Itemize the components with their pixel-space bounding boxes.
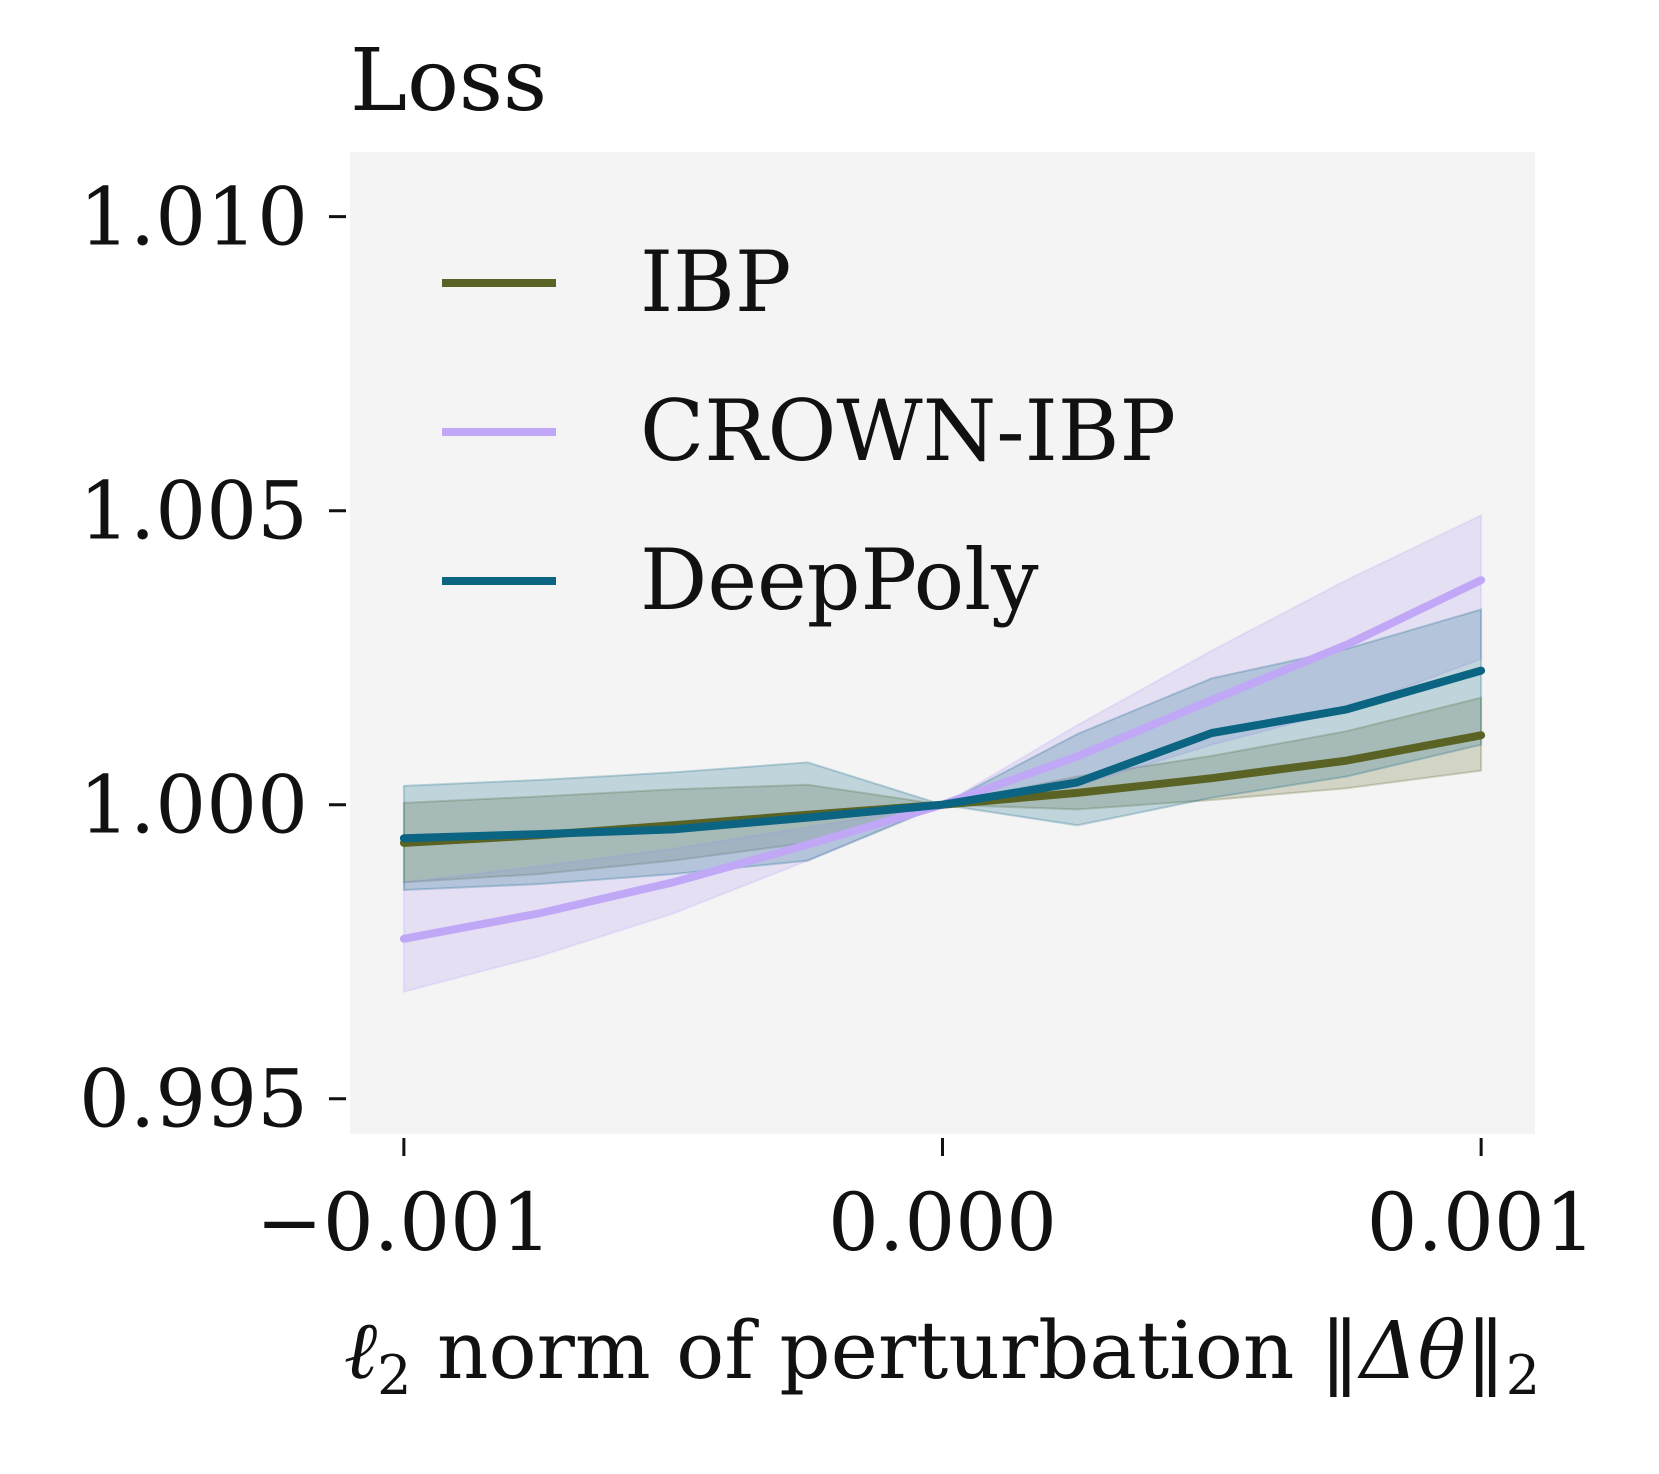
plot-area [350, 152, 1535, 1134]
x-axis: −0.001 0.000 0.001 [256, 1138, 1596, 1269]
x-label-ell: ℓ [344, 1304, 377, 1397]
x-label-text: norm of perturbation [412, 1304, 1320, 1397]
x-label-norm-close: ‖ [1466, 1304, 1506, 1397]
x-label-norm-sub: 2 [1506, 1344, 1540, 1407]
line-deeppoly [399, 666, 1486, 843]
legend-label-ibp: IBP [640, 233, 791, 331]
x-tick-label: −0.001 [256, 1176, 552, 1269]
y-tick-label: 1.005 [79, 465, 308, 558]
y-tick-label: 1.010 [79, 171, 308, 264]
legend: IBP CROWN-IBP DeepPoly [442, 233, 1176, 629]
legend-label-crown-ibp: CROWN-IBP [640, 382, 1176, 480]
x-tick-label: 0.001 [1367, 1176, 1596, 1269]
x-label-ell-sub: 2 [377, 1344, 411, 1407]
x-label-delta-theta: Δθ [1357, 1304, 1466, 1397]
y-tick-label: 1.000 [79, 759, 308, 852]
confidence-bands [402, 513, 1483, 993]
y-axis-label: Loss [350, 31, 547, 131]
band-ibp [402, 696, 1483, 884]
x-label-norm-open: ‖ [1320, 1304, 1360, 1397]
y-axis: 0.995 1.000 1.005 1.010 [79, 171, 346, 1146]
y-tick-label: 0.995 [79, 1053, 308, 1146]
band-crown-ibp [402, 513, 1483, 993]
legend-label-deeppoly: DeepPoly [640, 531, 1039, 629]
band-deeppoly [402, 608, 1483, 892]
series-lines [399, 576, 1486, 943]
x-axis-label: ℓ2 norm of perturbation ‖Δθ‖2 [344, 1304, 1540, 1407]
x-tick-label: 0.000 [828, 1176, 1057, 1269]
